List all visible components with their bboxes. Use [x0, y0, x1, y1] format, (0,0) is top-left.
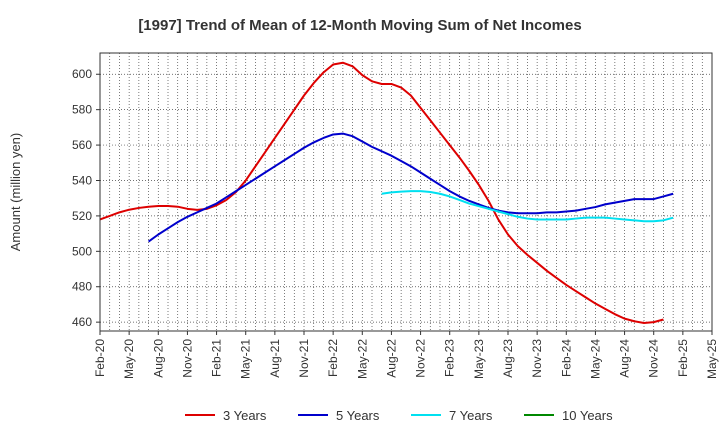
legend-label: 10 Years [562, 408, 613, 423]
y-axis-label: Amount (million yen) [8, 133, 23, 252]
chart-title: [1997] Trend of Mean of 12-Month Moving … [138, 17, 581, 34]
x-tick-label: Feb-22 [326, 339, 340, 377]
x-axis-ticks: Feb-20 May-20 Aug-20 Nov-20 Feb-21 May-21 Aug-… [93, 331, 719, 379]
x-tick-label: Aug-21 [268, 339, 282, 378]
y-axis-ticks: 460 480 500 520 540 560 580 600 [72, 67, 100, 329]
x-tick-label: May-20 [122, 339, 136, 379]
y-tick-label: 520 [72, 209, 92, 223]
x-tick-label: May-25 [705, 339, 719, 379]
y-tick-label: 460 [72, 315, 92, 329]
x-tick-label: May-24 [588, 339, 602, 379]
x-tick-label: Feb-24 [559, 339, 573, 377]
x-tick-label: May-21 [239, 339, 253, 379]
series-line-2 [147, 132, 674, 243]
x-tick-label: Nov-23 [530, 339, 544, 378]
x-tick-label: Feb-23 [443, 339, 457, 377]
x-tick-label: Nov-21 [297, 339, 311, 378]
legend: 3 Years 5 Years 7 Years 10 Years [185, 408, 613, 423]
legend-label: 3 Years [223, 408, 267, 423]
x-tick-label: Aug-20 [151, 339, 165, 378]
x-tick-label: May-22 [355, 339, 369, 379]
y-tick-label: 540 [72, 173, 92, 187]
y-tick-label: 600 [72, 67, 92, 81]
y-tick-label: 480 [72, 280, 92, 294]
x-tick-label: Aug-24 [618, 339, 632, 378]
series-line-3 [381, 190, 674, 223]
y-tick-label: 560 [72, 138, 92, 152]
legend-label: 5 Years [336, 408, 380, 423]
series-line-1 [99, 61, 664, 325]
x-tick-label: Nov-24 [647, 339, 661, 378]
x-tick-label: Feb-20 [93, 339, 107, 377]
x-tick-label: Nov-22 [414, 339, 428, 378]
y-tick-label: 500 [72, 244, 92, 258]
x-tick-label: Aug-22 [384, 339, 398, 378]
plot-frame [99, 52, 713, 332]
legend-label: 7 Years [449, 408, 493, 423]
x-tick-label: May-23 [472, 339, 486, 379]
x-tick-label: Feb-25 [676, 339, 690, 377]
x-tick-label: Aug-23 [501, 339, 515, 378]
x-tick-label: Nov-20 [180, 339, 194, 378]
x-tick-label: Feb-21 [210, 339, 224, 377]
series-lines [99, 61, 674, 325]
y-tick-label: 580 [72, 103, 92, 117]
grid-lines [100, 53, 712, 331]
